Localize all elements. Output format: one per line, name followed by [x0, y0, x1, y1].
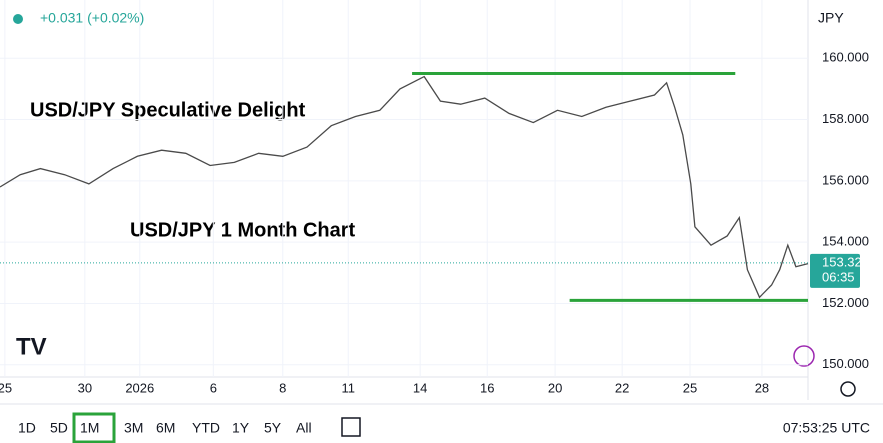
currency[interactable]: JPY [818, 10, 844, 26]
last-price-label: 153.324 [822, 254, 869, 269]
range-button[interactable]: 1D [18, 420, 36, 436]
y-tick-label: 150.000 [822, 356, 869, 371]
x-tick-label: 8 [279, 380, 286, 395]
range-button[interactable]: 6M [156, 420, 175, 436]
status-dot [13, 14, 23, 24]
range-selected [72, 412, 116, 443]
range-button[interactable]: 1Y [232, 420, 250, 436]
y-tick-label: 158.000 [822, 111, 869, 126]
x-tick-label: 20 [548, 380, 562, 395]
range-button[interactable]: 1M [80, 420, 99, 436]
price-change: +0.031 (+0.02%) [40, 10, 144, 26]
icon[interactable] [793, 345, 815, 367]
range-button[interactable]: 5D [50, 420, 68, 436]
range-button[interactable]: All [296, 420, 312, 436]
y-tick-label: 152.000 [822, 295, 869, 310]
x-tick-label: 22 [615, 380, 629, 395]
range-button[interactable]: YTD [192, 420, 220, 436]
y-tick-label: 156.000 [822, 172, 869, 187]
x-tick-label: 11 [341, 380, 355, 395]
annotation: USD/JPY Speculative Delight [30, 99, 306, 121]
x-tick-label: 25 [683, 380, 697, 395]
x-tick-label: 16 [480, 380, 494, 395]
clock: 07:53:25 UTC [783, 420, 870, 436]
x-tick-label: 2026 [125, 380, 154, 395]
x-tick-label: 6 [210, 380, 217, 395]
logo: TV [16, 333, 47, 360]
x-tick-label: 14 [413, 380, 427, 395]
x-tick-label: 25 [0, 380, 12, 395]
range-button[interactable]: 3M [124, 420, 143, 436]
countdown: 06:35 [822, 269, 855, 284]
annotation: USD/JPY 1 Month Chart [130, 219, 356, 241]
y-tick-label: 160.000 [822, 50, 869, 65]
last-price-box [810, 253, 860, 288]
x-tick-label: 30 [78, 380, 92, 395]
settings-icon[interactable] [840, 381, 856, 397]
price-line [0, 75, 809, 299]
y-tick-label: 154.000 [822, 234, 869, 249]
range-button[interactable]: 5Y [264, 420, 282, 436]
calendar-icon[interactable] [341, 417, 361, 437]
x-tick-label: 28 [755, 380, 769, 395]
